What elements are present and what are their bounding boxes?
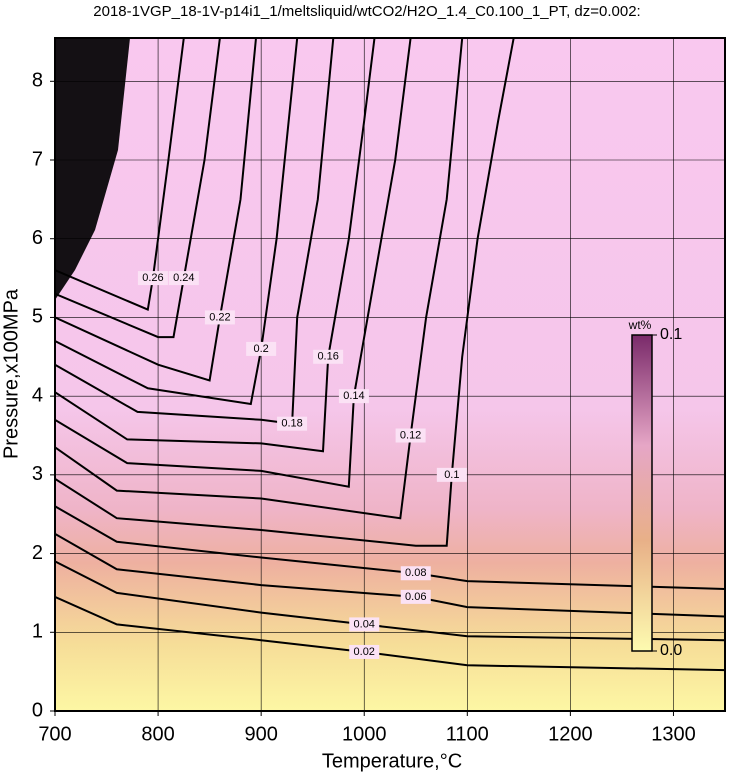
y-tick-label: 6 (32, 227, 43, 249)
y-tick-label: 8 (32, 70, 43, 92)
contour-line (55, 38, 376, 453)
contour-label-bg (168, 271, 199, 286)
colorbar (631, 334, 653, 652)
contour-line (55, 38, 464, 520)
contour-label: 0.16 (317, 351, 338, 363)
chart-title: 2018-1VGP_18-1V-p14i1_1/meltsliquid/wtCO… (93, 3, 640, 20)
y-axis-label: Pressure,x100MPa (0, 288, 22, 459)
plot-background (55, 38, 725, 711)
colorbar-label: wt% (628, 318, 652, 332)
contour-label: 0.26 (142, 272, 163, 284)
contour-line (55, 38, 257, 382)
contour-label-bg (277, 416, 308, 431)
contour-line (55, 505, 725, 590)
contour-label: 0.02 (354, 646, 375, 658)
x-tick-label: 900 (244, 723, 277, 745)
contour-label-bg (137, 271, 168, 286)
contour-label-bg (313, 349, 344, 364)
contour-label-bg (349, 644, 380, 659)
y-tick-label: 0 (32, 699, 43, 721)
contour-label-bg (400, 566, 431, 581)
x-tick-label: 800 (141, 723, 174, 745)
x-tick-label: 1300 (651, 723, 696, 745)
contour-line (55, 560, 725, 642)
saturated-region (55, 38, 130, 300)
contour-label: 0.04 (354, 618, 375, 630)
contour-label-bg (395, 428, 426, 443)
plot-area: 0.02 0.04 0.06 0.08 0.1 0.12 0.14 0.16 0.18 0.2 0.… (55, 38, 725, 711)
x-tick-label: 1000 (342, 723, 387, 745)
contour-label: 0.1 (444, 469, 459, 481)
contour-label: 0.12 (400, 429, 421, 441)
contour-line (55, 533, 725, 618)
contour-label: 0.08 (405, 567, 426, 579)
contour-line (55, 38, 412, 488)
contour-line (55, 38, 221, 339)
x-tick-label: 1100 (446, 723, 489, 745)
contour-label: 0.24 (173, 272, 194, 284)
contour-label: 0.14 (343, 390, 364, 402)
contour-label-bg (436, 467, 467, 482)
contour-line (55, 38, 515, 547)
x-tick-label: 1200 (548, 723, 593, 745)
colorbar-tick-label: 0.1 (660, 326, 682, 343)
contour-line (55, 595, 725, 672)
y-tick-label: 5 (32, 306, 43, 328)
y-tick-label: 4 (32, 384, 43, 406)
contour-label-bg (246, 341, 277, 356)
y-tick-label: 2 (32, 542, 43, 564)
contour-label-bg (338, 389, 369, 404)
x-axis-label: Temperature,°C (322, 750, 462, 772)
y-tick-label: 1 (32, 621, 43, 643)
y-tick-label: 7 (32, 148, 43, 170)
contour-label-bg (204, 310, 235, 325)
colorbar-tick-label: 0.0 (660, 642, 682, 659)
contour-label: 0.18 (281, 418, 302, 430)
contour-label: 0.22 (209, 311, 230, 323)
plot-frame (54, 37, 726, 712)
contour-label-bg (400, 589, 431, 604)
contour-label-bg (349, 617, 380, 632)
x-tick-label: 700 (38, 723, 71, 745)
contour-label: 0.06 (405, 591, 426, 603)
y-tick-label: 3 (32, 463, 43, 485)
contour-label: 0.2 (254, 343, 269, 355)
contour-line (55, 38, 299, 406)
